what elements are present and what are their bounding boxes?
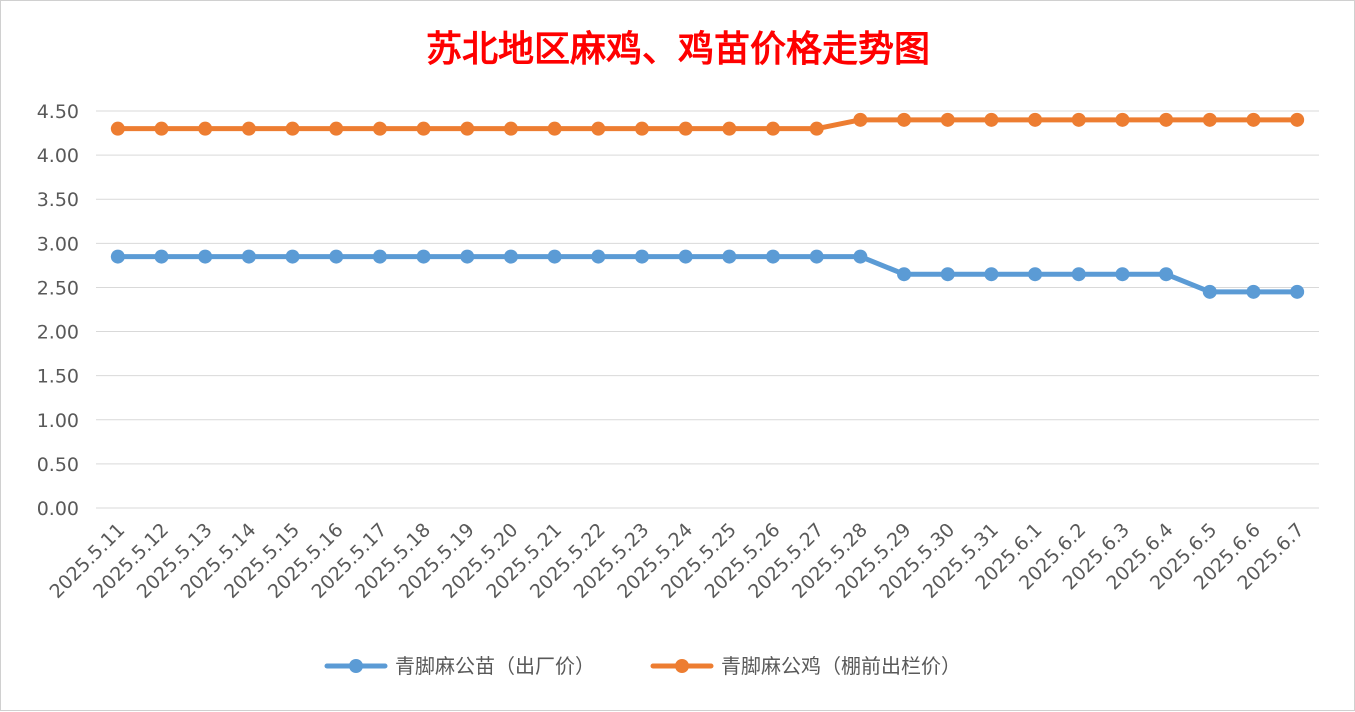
data-point xyxy=(984,267,999,282)
series-lines xyxy=(110,112,1305,299)
data-point xyxy=(766,121,781,136)
y-tick-label: 3.00 xyxy=(37,233,79,255)
legend-swatch-marker xyxy=(675,659,689,673)
y-axis-ticks: 0.00 0.50 1.00 1.50 2.00 2.50 3.00 3.50 4.00 4.50 xyxy=(37,101,79,520)
data-point xyxy=(1071,112,1086,127)
data-point xyxy=(678,121,693,136)
data-point xyxy=(897,267,912,282)
data-point xyxy=(416,121,431,136)
data-point xyxy=(766,249,781,264)
data-point xyxy=(154,121,169,136)
data-point xyxy=(110,249,125,264)
data-point xyxy=(591,121,606,136)
data-point xyxy=(547,249,562,264)
y-tick-label: 1.00 xyxy=(37,410,79,432)
data-point xyxy=(809,121,824,136)
y-tick-label: 2.50 xyxy=(37,277,79,299)
data-point xyxy=(1202,284,1217,299)
data-point xyxy=(1290,284,1305,299)
legend-label: 青脚麻公苗（出厂价） xyxy=(395,654,595,678)
legend-item-1: 青脚麻公苗（出厂价） xyxy=(324,654,595,678)
data-point xyxy=(285,249,300,264)
chart-title: 苏北地区麻鸡、鸡苗价格走势图 xyxy=(426,28,930,70)
data-point xyxy=(110,121,125,136)
data-point xyxy=(940,267,955,282)
y-tick-label: 0.50 xyxy=(37,454,79,476)
gridlines xyxy=(96,110,1319,509)
data-point xyxy=(329,249,344,264)
series-line xyxy=(115,254,1300,295)
y-tick-label: 4.50 xyxy=(37,101,79,123)
data-point xyxy=(154,249,169,264)
legend-swatch-marker xyxy=(349,659,363,673)
data-point xyxy=(591,249,606,264)
data-point xyxy=(372,121,387,136)
data-point xyxy=(634,249,649,264)
data-point xyxy=(1290,112,1305,127)
data-point xyxy=(1246,284,1261,299)
data-point xyxy=(503,249,518,264)
data-point xyxy=(460,249,475,264)
data-point xyxy=(329,121,344,136)
series-1 xyxy=(110,249,1305,299)
data-point xyxy=(1202,112,1217,127)
data-point xyxy=(503,121,518,136)
data-point xyxy=(547,121,562,136)
legend: 青脚麻公苗（出厂价） 青脚麻公鸡（棚前出栏价） xyxy=(324,654,961,678)
data-point xyxy=(809,249,824,264)
data-point xyxy=(634,121,649,136)
x-axis-ticks: 2025.5.112025.5.122025.5.132025.5.142025… xyxy=(45,519,1308,603)
data-point xyxy=(984,112,999,127)
series-line xyxy=(115,117,1300,132)
data-point xyxy=(722,121,737,136)
data-point xyxy=(722,249,737,264)
data-point xyxy=(372,249,387,264)
y-tick-label: 4.00 xyxy=(37,145,79,167)
data-point xyxy=(897,112,912,127)
data-point xyxy=(460,121,475,136)
data-point xyxy=(1028,112,1043,127)
y-tick-label: 3.50 xyxy=(37,189,79,211)
data-point xyxy=(940,112,955,127)
data-point xyxy=(853,249,868,264)
legend-item-2: 青脚麻公鸡（棚前出栏价） xyxy=(650,654,961,678)
y-tick-label: 1.50 xyxy=(37,366,79,388)
y-tick-label: 2.00 xyxy=(37,322,79,344)
data-point xyxy=(1071,267,1086,282)
legend-label: 青脚麻公鸡（棚前出栏价） xyxy=(721,654,961,678)
data-point xyxy=(853,112,868,127)
data-point xyxy=(1246,112,1261,127)
data-point xyxy=(285,121,300,136)
data-point xyxy=(1115,112,1130,127)
data-point xyxy=(198,121,213,136)
data-point xyxy=(1028,267,1043,282)
data-point xyxy=(241,121,256,136)
series-2 xyxy=(110,112,1305,136)
data-point xyxy=(678,249,693,264)
data-point xyxy=(198,249,213,264)
data-point xyxy=(1159,112,1174,127)
data-point xyxy=(1115,267,1130,282)
data-point xyxy=(241,249,256,264)
data-point xyxy=(1159,267,1174,282)
data-point xyxy=(416,249,431,264)
y-tick-label: 0.00 xyxy=(37,498,79,520)
